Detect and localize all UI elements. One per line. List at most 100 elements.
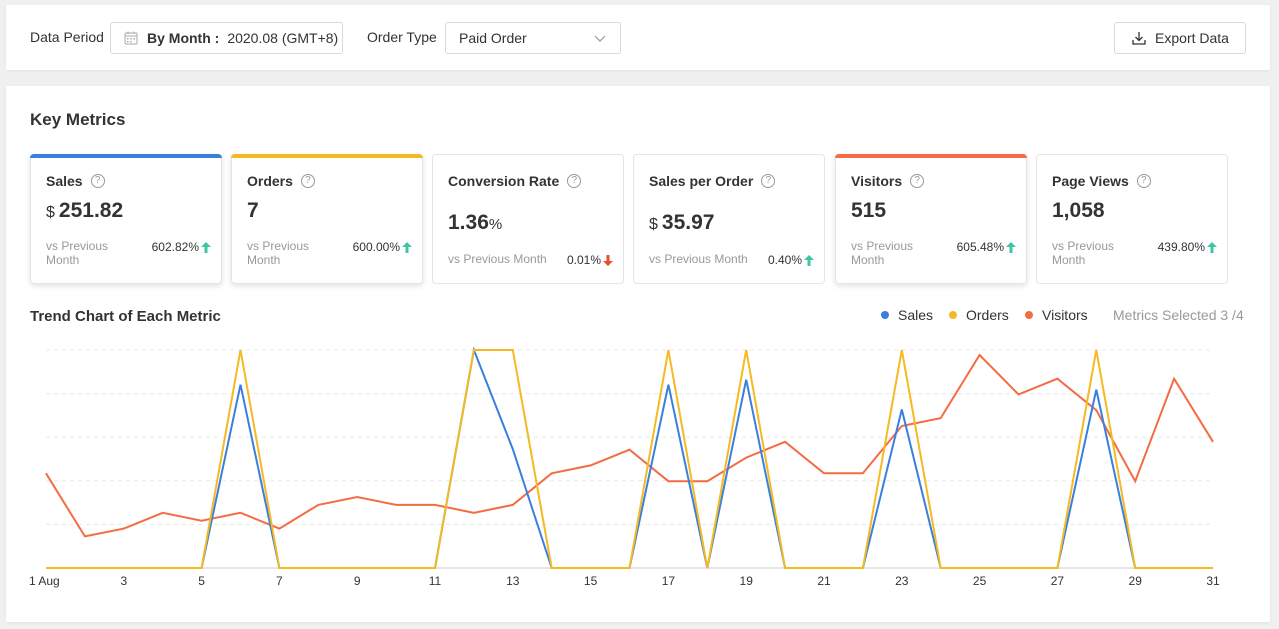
metric-card-sales-per-order[interactable]: Sales per Order? $35.97 vs Previous Month 0… <box>633 154 825 284</box>
compare-label: vs Previous Month <box>1052 239 1115 267</box>
card-accent-bar <box>231 154 423 158</box>
legend-item-visitors[interactable]: Visitors <box>1025 307 1088 323</box>
download-icon <box>1132 32 1146 45</box>
legend-label: Orders <box>966 307 1009 323</box>
card-value: 1.36% <box>448 211 502 235</box>
x-tick-label: 21 <box>817 574 831 588</box>
x-tick-label: 17 <box>662 574 676 588</box>
data-period-picker[interactable]: By Month : 2020.08 (GMT+8) <box>110 22 343 54</box>
legend-dot <box>1025 311 1033 319</box>
trend-chart: 1 Aug 3 5 7 9 11 13 15 17 19 21 23 25 27 29 31 <box>29 346 1220 588</box>
compare-label: vs Previous Month <box>46 239 109 267</box>
x-tick-label: 25 <box>973 574 987 588</box>
order-type-label: Order Type <box>367 29 437 45</box>
metrics-selected-count: Metrics Selected 3 /4 <box>1113 307 1244 323</box>
x-tick-label: 5 <box>198 574 205 588</box>
metrics-panel: Key Metrics Sales? $251.82 vs Previous Mon… <box>6 86 1270 622</box>
card-value: 515 <box>851 199 886 223</box>
card-title: Visitors? <box>851 173 925 189</box>
change-value: 602.82% <box>151 240 199 254</box>
card-accent-bar <box>835 154 1027 158</box>
arrow-up-icon <box>1207 241 1217 253</box>
currency-symbol: $ <box>649 216 658 233</box>
change-value: 605.48% <box>956 240 1004 254</box>
x-tick-label: 23 <box>895 574 909 588</box>
change-indicator: 0.01% <box>567 253 613 267</box>
metric-card-visitors[interactable]: Visitors? 515 vs Previous Month 605.48% <box>835 154 1027 284</box>
question-circle-icon[interactable]: ? <box>300 174 315 188</box>
compare-label: vs Previous Month <box>649 252 748 266</box>
card-title-text: Sales per Order <box>649 173 754 189</box>
question-circle-icon[interactable]: ? <box>567 174 582 188</box>
x-tick-label: 1 Aug <box>29 574 60 588</box>
currency-symbol: $ <box>46 204 55 221</box>
question-circle-icon[interactable]: ? <box>90 174 105 188</box>
arrow-up-icon <box>1006 241 1016 253</box>
card-title: Page Views? <box>1052 173 1151 189</box>
metric-card-orders[interactable]: Orders? 7 vs Previous Month 600.00% <box>231 154 423 284</box>
x-tick-label: 29 <box>1129 574 1143 588</box>
export-data-button[interactable]: Export Data <box>1114 22 1246 54</box>
value-number: 1.36 <box>448 211 489 234</box>
change-indicator: 439.80% <box>1158 240 1217 254</box>
legend-dot <box>881 311 889 319</box>
arrow-up-icon <box>804 254 814 266</box>
value-number: 515 <box>851 199 887 222</box>
change-indicator: 602.82% <box>152 240 211 254</box>
card-value: 1,058 <box>1052 199 1105 223</box>
value-number: 251.82 <box>58 199 124 222</box>
change-indicator: 0.40% <box>768 253 814 267</box>
metric-card-conversion-rate[interactable]: Conversion Rate? 1.36% vs Previous Month 0.… <box>432 154 624 284</box>
x-tick-label: 3 <box>120 574 127 588</box>
legend-label: Visitors <box>1042 307 1088 323</box>
metric-card-page-views[interactable]: Page Views? 1,058 vs Previous Month 439.80% <box>1036 154 1228 284</box>
change-value: 0.01% <box>566 253 601 267</box>
card-value: 7 <box>247 199 259 223</box>
question-circle-icon[interactable]: ? <box>1136 174 1151 188</box>
value-number: 7 <box>247 199 259 222</box>
card-value: $35.97 <box>649 211 714 235</box>
question-circle-icon[interactable]: ? <box>761 174 776 188</box>
calendar-icon <box>124 31 138 45</box>
export-data-label: Export Data <box>1155 30 1229 46</box>
question-circle-icon[interactable]: ? <box>910 174 925 188</box>
x-tick-label: 31 <box>1206 574 1220 588</box>
change-value: 0.40% <box>767 253 802 267</box>
card-title: Sales? <box>46 173 105 189</box>
x-tick-label: 13 <box>506 574 520 588</box>
period-value: 2020.08 (GMT+8) <box>227 30 339 46</box>
value-suffix: % <box>488 216 503 233</box>
data-period-label: Data Period <box>30 29 104 45</box>
card-title: Conversion Rate? <box>448 173 582 189</box>
card-accent-bar <box>30 154 222 158</box>
x-tick-label: 19 <box>740 574 754 588</box>
arrow-up-icon <box>402 241 412 253</box>
x-tick-label: 7 <box>276 574 283 588</box>
legend-item-sales[interactable]: Sales <box>881 307 933 323</box>
arrow-down-icon <box>603 254 613 266</box>
legend-label: Sales <box>898 307 934 323</box>
card-title-text: Conversion Rate <box>448 173 560 189</box>
x-tick-label: 15 <box>584 574 598 588</box>
compare-label: vs Previous Month <box>247 239 310 267</box>
card-title-text: Page Views <box>1052 173 1129 189</box>
x-tick-label: 11 <box>429 574 442 588</box>
series-line-visitors <box>45 353 1214 538</box>
chevron-down-icon <box>594 35 606 42</box>
card-title-text: Orders <box>247 173 293 189</box>
order-type-value: Paid Order <box>459 30 527 46</box>
key-metrics-title: Key Metrics <box>30 110 126 129</box>
trend-chart-title: Trend Chart of Each Metric <box>30 308 221 325</box>
card-title: Sales per Order? <box>649 173 776 189</box>
order-type-select[interactable]: Paid Order <box>445 22 621 54</box>
card-title-text: Sales <box>46 173 83 189</box>
card-title: Orders? <box>247 173 315 189</box>
value-number: 35.97 <box>661 211 715 234</box>
metric-card-sales[interactable]: Sales? $251.82 vs Previous Month 602.82% <box>30 154 222 284</box>
legend-item-orders[interactable]: Orders <box>949 307 1009 323</box>
card-title-text: Visitors <box>851 173 903 189</box>
arrow-up-icon <box>201 241 211 253</box>
card-value: $251.82 <box>46 199 123 223</box>
x-tick-label: 27 <box>1051 574 1065 588</box>
change-indicator: 605.48% <box>957 240 1016 254</box>
